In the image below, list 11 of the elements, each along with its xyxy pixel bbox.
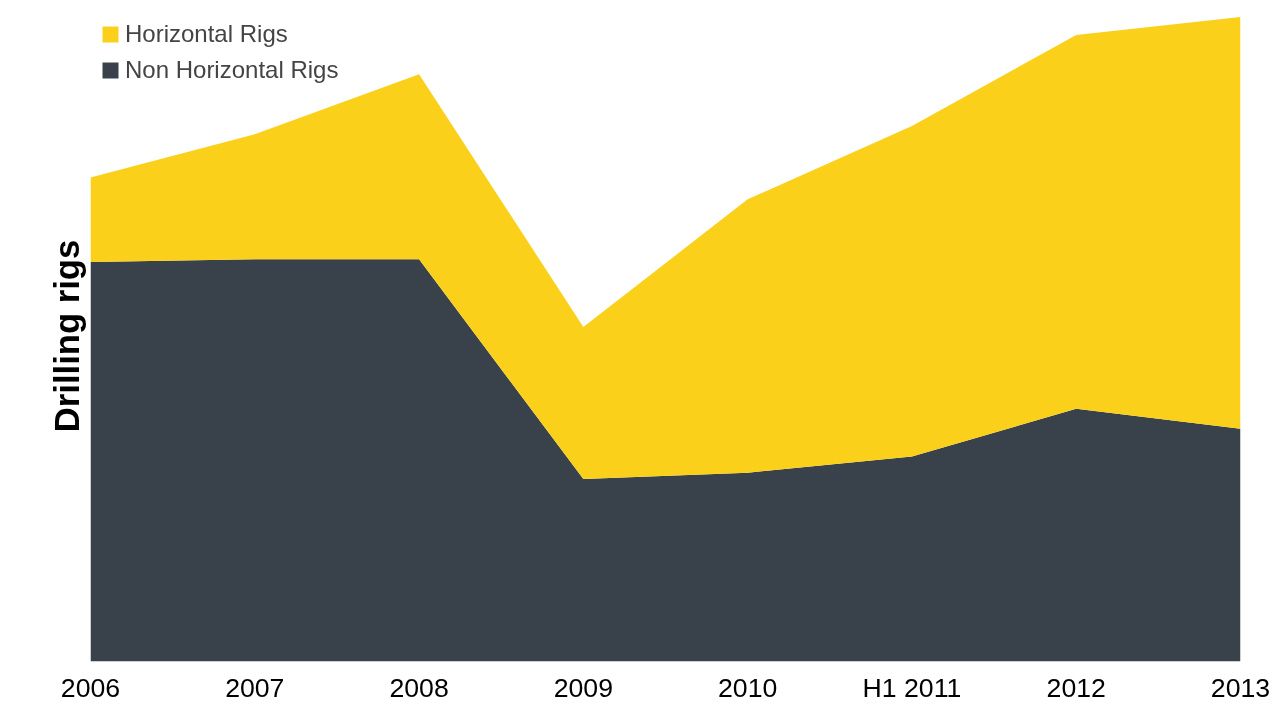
x-tick-label: 2012 (1046, 672, 1106, 703)
x-tick-label: H1 2011 (862, 672, 962, 703)
legend-label: Horizontal Rigs (125, 20, 288, 48)
legend-label: Non Horizontal Rigs (125, 56, 339, 84)
y-axis-title: Drilling rigs (47, 239, 86, 433)
x-tick-label: 2009 (553, 672, 614, 703)
x-tick-label: 2006 (60, 672, 121, 703)
x-tick-label: 2010 (717, 672, 778, 703)
x-tick-label: 2008 (389, 672, 449, 703)
x-tick-label: 2013 (1210, 672, 1271, 703)
x-tick-label: 2007 (225, 672, 285, 703)
